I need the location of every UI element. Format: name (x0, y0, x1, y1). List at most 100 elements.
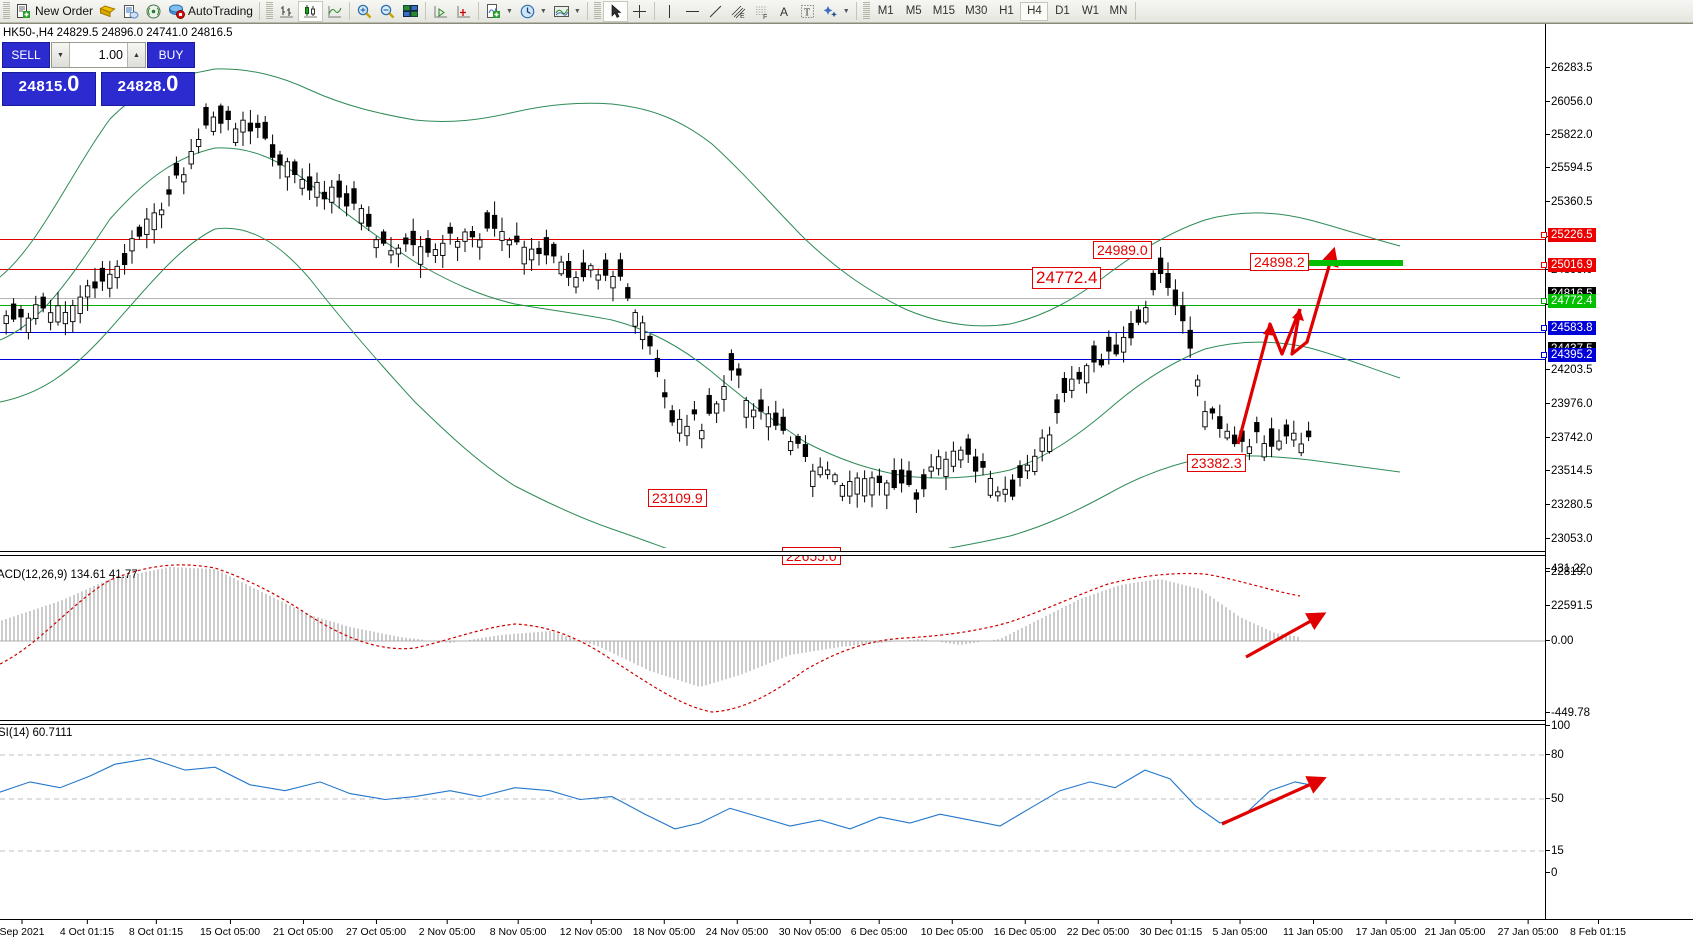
price-level-line-blue[interactable] (0, 332, 1545, 333)
price-annotation-label[interactable]: 23382.3 (1187, 454, 1246, 472)
level-handle-icon[interactable] (1541, 232, 1547, 238)
zoom-out-button[interactable] (376, 1, 399, 22)
templates-icon (553, 5, 569, 17)
candlestick-chart-icon (303, 4, 317, 17)
templates-button[interactable]: ▼ (550, 1, 584, 22)
line-chart-button[interactable] (323, 1, 346, 22)
timeframe-mn-button[interactable]: MN (1109, 5, 1128, 17)
timeframe-h1-button[interactable]: H1 (999, 5, 1014, 17)
price-tag-blue[interactable]: 24395.2 (1541, 348, 1596, 362)
trendline-button[interactable] (704, 1, 727, 22)
timeframe-group: M1 M5 M15 M30 H1 H4 D1 W1 MN (872, 1, 1133, 21)
time-tick-label: 17 Jan 05:00 (1355, 920, 1417, 938)
price-tag-red[interactable]: 25226.5 (1541, 228, 1596, 242)
time-scale[interactable]: Sep 2021 4 Oct 01:15 8 Oct 01:15 15 Oct 05:… (0, 919, 1693, 941)
zoom-in-button[interactable] (353, 1, 376, 22)
draw-toolbar-grip[interactable] (593, 2, 601, 20)
autotrading-button[interactable]: AutoTrading (165, 1, 256, 22)
level-handle-icon[interactable] (1541, 262, 1547, 268)
equidistant-channel-button[interactable]: E (727, 1, 750, 22)
price-tick: 25822.0 (1546, 129, 1593, 141)
period-button[interactable]: ▼ (516, 1, 550, 22)
price-scale[interactable]: 26283.526056.025822.025594.525360.525126… (1541, 24, 1693, 941)
indicator-tick: 100 (1545, 720, 1571, 732)
period-caret-icon[interactable]: ▼ (539, 7, 547, 15)
buy-price-display[interactable]: 24828 . 0 (101, 72, 195, 106)
chart-toolbar-grip[interactable] (265, 2, 273, 20)
price-annotation-label[interactable]: 24772.4 (1032, 267, 1102, 289)
zoom-out-icon (380, 4, 395, 18)
sell-button[interactable]: SELL (2, 42, 50, 68)
folder-button[interactable] (96, 1, 119, 22)
time-tick-label: 6 Dec 05:00 (850, 920, 908, 938)
price-annotation-label[interactable]: 24989.0 (1093, 241, 1152, 259)
one-click-trading-panel[interactable]: SELL ▼ 1.00 ▲ BUY 24815 . 0 24828 . (2, 42, 195, 120)
objects-button[interactable]: ▼ (819, 1, 853, 22)
panel-divider-macd[interactable] (0, 551, 1545, 556)
volume-stepper[interactable]: ▼ 1.00 ▲ (51, 42, 146, 68)
price-level-line-blue[interactable] (0, 359, 1545, 360)
zoom-in-icon (357, 4, 372, 18)
timeframe-d1-button[interactable]: D1 (1055, 5, 1070, 17)
equidistant-channel-icon: E (731, 5, 746, 20)
panel-indicator-dot (74, 69, 77, 72)
timeframe-m5-button[interactable]: M5 (905, 5, 922, 17)
text-button[interactable]: A (773, 1, 796, 22)
chart-shift-button[interactable] (452, 1, 475, 22)
timeframe-h4-button[interactable]: H4 (1020, 1, 1049, 21)
volume-value[interactable]: 1.00 (70, 43, 127, 67)
price-level-line-grey[interactable] (0, 298, 1545, 299)
sell-price-decimal: 0 (67, 71, 80, 96)
cursor-button[interactable] (602, 0, 628, 22)
timeframe-m30-button[interactable]: M30 (965, 5, 988, 17)
buy-button[interactable]: BUY (147, 42, 195, 68)
objects-caret-icon[interactable]: ▼ (842, 7, 850, 15)
level-handle-icon[interactable] (1541, 352, 1547, 358)
timeframe-w1-button[interactable]: W1 (1081, 5, 1100, 17)
time-tick-label: 15 Oct 05:00 (199, 920, 261, 938)
volume-up-icon[interactable]: ▲ (127, 43, 145, 67)
print-preview-button[interactable] (119, 1, 142, 22)
volume-down-icon[interactable]: ▼ (52, 43, 70, 67)
price-tag-green[interactable]: 24772.4 (1541, 294, 1596, 308)
price-tag-blue[interactable]: 24583.8 (1541, 321, 1596, 335)
level-handle-icon[interactable] (1541, 325, 1547, 331)
price-tick: 25360.5 (1546, 196, 1593, 208)
price-annotation-label[interactable]: 23109.9 (648, 489, 707, 507)
horizontal-line-button[interactable] (681, 1, 704, 22)
sell-price-display[interactable]: 24815 . 0 (2, 72, 96, 106)
auto-scroll-button[interactable] (429, 1, 452, 22)
price-tick: 23514.5 (1546, 465, 1593, 477)
price-level-line-green[interactable] (0, 305, 1545, 306)
indicators-caret-icon[interactable]: ▼ (505, 7, 513, 15)
price-level-line-red[interactable] (0, 269, 1545, 270)
broadcast-button[interactable] (142, 1, 165, 22)
tile-windows-button[interactable] (399, 1, 422, 22)
rsi-indicator-label[interactable]: SI(14) 60.7111 (0, 727, 73, 739)
chart-area[interactable]: HK50-,H4 24829.5 24896.0 24741.0 24816.5 (0, 23, 1693, 941)
price-tick: 24203.5 (1546, 364, 1593, 376)
templates-caret-icon[interactable]: ▼ (573, 7, 581, 15)
time-tick-label: 5 Jan 05:00 (1212, 920, 1268, 938)
vertical-line-button[interactable] (658, 1, 681, 22)
timeframe-m15-button[interactable]: M15 (932, 5, 956, 17)
panel-divider-rsi[interactable] (0, 720, 1545, 725)
price-level-line-red[interactable] (0, 239, 1545, 240)
price-annotation-label[interactable]: 22655.0 (782, 547, 841, 565)
price-annotation-label[interactable]: 24898.2 (1250, 253, 1309, 271)
toolbar-grip[interactable] (3, 2, 10, 20)
price-tag-red[interactable]: 25016.9 (1541, 258, 1596, 272)
timeframe-toolbar-grip[interactable] (862, 2, 870, 20)
fibonacci-button[interactable]: F (750, 1, 773, 22)
indicators-button[interactable]: ▼ (482, 1, 516, 22)
toolbar-separator-1 (258, 2, 260, 20)
crosshair-button[interactable] (628, 1, 651, 22)
text-label-button[interactable]: T (796, 1, 819, 22)
level-handle-icon[interactable] (1541, 298, 1547, 304)
bar-chart-button[interactable] (275, 1, 298, 22)
candlestick-chart-button[interactable] (297, 0, 323, 22)
timeframe-m1-button[interactable]: M1 (877, 5, 894, 17)
macd-indicator-label[interactable]: ACD(12,26,9) 134.61 41.77 (0, 569, 138, 581)
new-order-button[interactable]: New Order (12, 1, 96, 22)
